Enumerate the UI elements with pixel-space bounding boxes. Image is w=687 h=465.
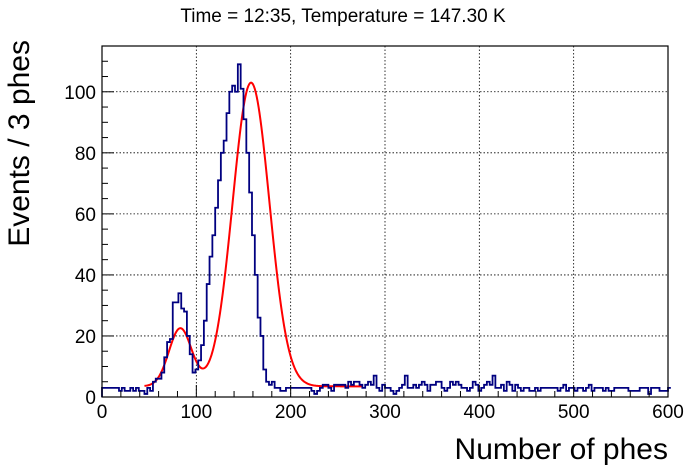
x-tick-label: 200 [275,402,307,423]
histogram-series [101,63,671,397]
grid-lines [102,46,668,397]
x-tick-labels: 0 100 200 300 400 500 600 [97,402,684,423]
y-tick-label: 20 [75,327,96,348]
fit-curve [144,81,363,388]
x-tick-label: 400 [463,402,495,423]
y-tick-label: 100 [64,83,96,104]
x-tick-label: 600 [652,402,684,423]
axis-ticks [101,45,669,398]
fit-curve-layer [144,81,363,388]
x-tick-label: 500 [558,402,590,423]
y-axis-title: Events / 3 phes [3,40,36,247]
y-tick-label: 80 [75,144,96,165]
histogram-layer [101,63,671,397]
chart-title: Time = 12:35, Temperature = 147.30 K [180,6,506,27]
y-tick-label: 0 [85,388,96,409]
x-tick-label: 300 [369,402,401,423]
y-tick-label: 60 [75,205,96,226]
x-tick-label: 0 [97,402,108,423]
x-tick-label: 100 [180,402,212,423]
y-tick-label: 40 [75,266,96,287]
y-tick-labels: 0 20 40 60 80 100 [64,83,96,409]
x-axis-title: Number of phes [455,433,668,465]
